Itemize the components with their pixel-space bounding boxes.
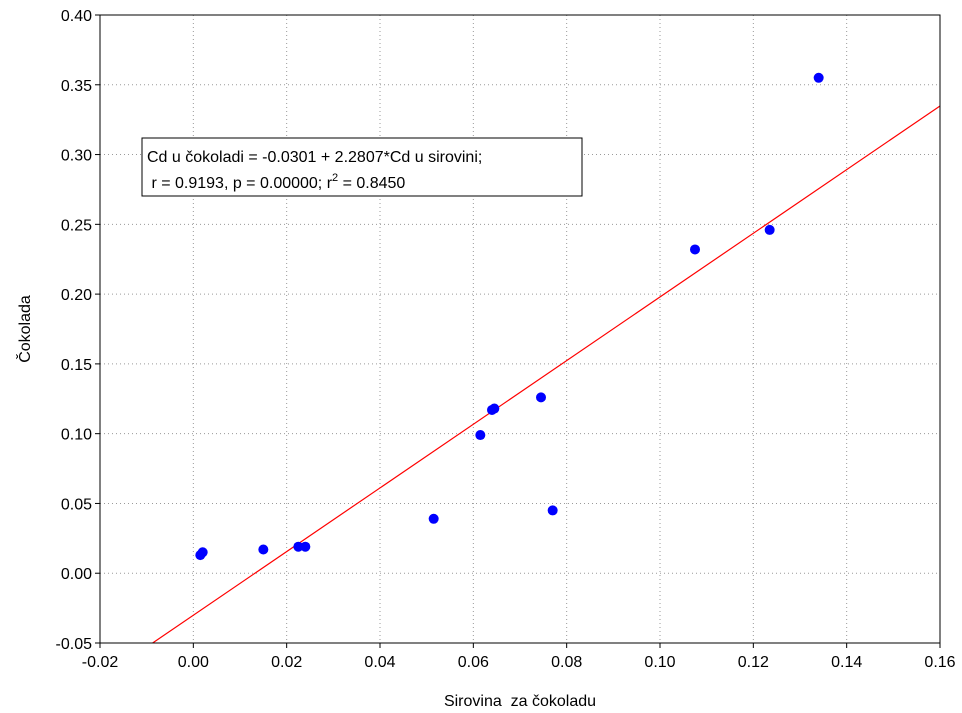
- data-point: [300, 541, 311, 552]
- y-tick-label: 0.35: [61, 78, 92, 95]
- equation-line-2: r = 0.9193, p = 0.00000; r2 = 0.8450: [147, 172, 405, 192]
- data-point: [197, 547, 208, 558]
- x-tick-label: 0.10: [644, 654, 675, 671]
- data-point: [764, 224, 775, 235]
- y-tick-label: 0.20: [61, 287, 92, 304]
- data-point: [547, 505, 558, 516]
- data-point: [475, 430, 486, 441]
- y-tick-label: 0.30: [61, 148, 92, 165]
- regression-line: [152, 105, 941, 644]
- x-tick-label: 0.04: [364, 654, 395, 671]
- y-tick-label: 0.10: [61, 427, 92, 444]
- y-axis-title: Čokolada: [15, 295, 34, 363]
- x-tick-label: 0.02: [271, 654, 302, 671]
- axis-ticks: -0.02 0.00 0.02 0.04 0.06 0.08 0.10 0.12 0.14 0.1…: [56, 8, 956, 671]
- y-tick-label: -0.05: [56, 636, 93, 653]
- x-tick-label: 0.12: [738, 654, 769, 671]
- data-point: [258, 544, 269, 555]
- plot-area-frame: [99, 14, 941, 644]
- equation-stats-text: r = 0.9193, p = 0.00000; r: [147, 175, 333, 192]
- r-squared-superscript: 2: [332, 172, 338, 184]
- x-tick-label: 0.06: [458, 654, 489, 671]
- equation-line-1: Cd u čokoladi = -0.0301 + 2.2807*Cd u si…: [147, 149, 482, 166]
- x-tick-label: -0.02: [82, 654, 119, 671]
- y-tick-label: 0.25: [61, 217, 92, 234]
- grid: [100, 15, 940, 643]
- data-point: [293, 541, 304, 552]
- data-point: [489, 403, 500, 414]
- data-points: [195, 72, 824, 561]
- x-tick-label: 0.16: [924, 654, 955, 671]
- r-squared-value: = 0.8450: [338, 175, 405, 192]
- data-point: [813, 72, 824, 83]
- x-tick-label: 0.00: [178, 654, 209, 671]
- y-tick-label: 0.40: [61, 8, 92, 25]
- data-point: [536, 392, 546, 403]
- y-tick-label: 0.00: [61, 566, 92, 583]
- x-tick-label: 0.08: [551, 654, 582, 671]
- x-tick-label: 0.14: [831, 654, 862, 671]
- equation-box-frame: [141, 137, 583, 197]
- regression-line-group: [152, 105, 941, 644]
- x-axis-title: Sirovina za čokoladu: [444, 693, 596, 710]
- y-tick-label: 0.15: [61, 357, 92, 374]
- data-point: [690, 244, 700, 255]
- y-tick-label: 0.05: [61, 496, 92, 513]
- regression-equation-box: Cd u čokoladi = -0.0301 + 2.2807*Cd u si…: [141, 137, 583, 197]
- data-point: [428, 513, 439, 524]
